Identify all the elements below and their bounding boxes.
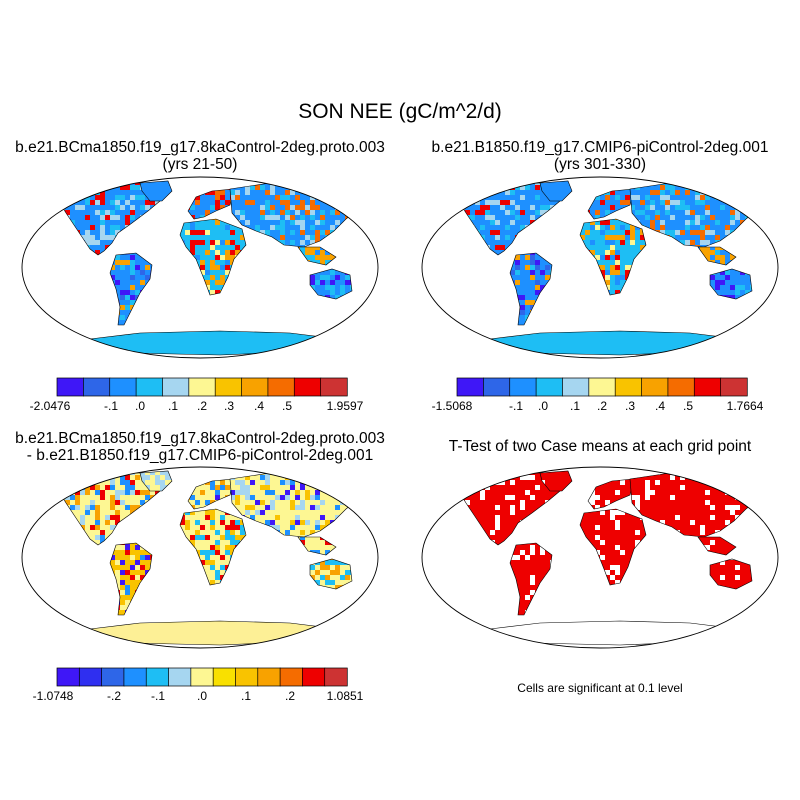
cbar3-tick-label: .2 [285,689,295,703]
cbar1-tick-label: .3 [224,399,234,413]
colorbar-swatch [302,668,325,686]
colorbar-swatch [510,378,537,396]
colorbar-swatch [268,378,295,396]
cbar3-tick-label: -.2 [107,689,121,703]
panel3-title-line2: - b.e21.B1850.f19_g17.CMIP6-piControl-2d… [0,447,400,464]
colorbar-panel2 [456,377,748,397]
colorbar-swatch [57,378,84,396]
cbar1-min-label: -2.0476 [30,399,71,413]
colorbar-swatch [483,378,510,396]
panel3-title-line1: b.e21.BCma1850.f19_g17.8kaControl-2deg.p… [0,430,400,447]
cbar3-max-label: 1.0851 [327,689,364,703]
cbar2-min-label: -1.5068 [432,399,473,413]
cbar1-tick-label: .1 [168,399,178,413]
colorbar-swatch [642,378,669,396]
colorbar-swatch [321,378,348,396]
colorbar-swatch [57,668,80,686]
panel1-title-line1: b.e21.BCma1850.f19_g17.8kaControl-2deg.p… [0,139,400,156]
cbar3-min-label: -1.0748 [33,689,74,703]
colorbar-swatch [169,668,192,686]
colorbar-swatch [136,378,163,396]
cbar2-tick-label: -.1 [509,399,523,413]
cbar2-tick-label: .3 [625,399,635,413]
colorbar-swatch [457,378,484,396]
colorbar-swatch [325,668,348,686]
colorbar-swatch [162,378,189,396]
map-panel2 [420,175,780,360]
cbar1-tick-label: .5 [282,399,292,413]
panel1-title-line2: (yrs 21-50) [0,156,400,173]
cbar1-tick-label: .0 [135,399,145,413]
panel2-title-line1: b.e21.B1850.f19_g17.CMIP6-piControl-2deg… [400,139,800,156]
cbar2-tick-label: .2 [597,399,607,413]
colorbar-swatch [79,668,102,686]
cbar2-max-label: 1.7664 [727,399,764,413]
colorbar-swatch [294,378,321,396]
colorbar-swatch [124,668,147,686]
significance-note: Cells are significant at 0.1 level [400,681,800,695]
colorbar-swatch [721,378,748,396]
map-panel3 [20,465,380,650]
colorbar-swatch [615,378,642,396]
colorbar-swatch [258,668,281,686]
cbar1-max-label: 1.9597 [327,399,364,413]
colorbar-swatch [589,378,616,396]
cbar3-tick-label: -.1 [151,689,165,703]
colorbar-swatch [562,378,589,396]
colorbar-swatch [146,668,169,686]
cbar2-tick-label: .1 [570,399,580,413]
colorbar-swatch [536,378,563,396]
colorbar-panel1 [56,377,348,397]
colorbar-swatch [242,378,269,396]
colorbar-swatch [215,378,242,396]
panel4-title: T-Test of two Case means at each grid po… [400,438,800,455]
cbar3-tick-label: .1 [241,689,251,703]
colorbar-swatch [235,668,258,686]
map-panel4 [420,465,780,650]
colorbar-swatch [189,378,216,396]
panel3-title: b.e21.BCma1850.f19_g17.8kaControl-2deg.p… [0,430,400,464]
colorbar-swatch [110,378,137,396]
colorbar-swatch [102,668,125,686]
colorbar-swatch [213,668,236,686]
colorbar-panel3 [56,667,348,687]
map-panel1 [20,175,380,360]
colorbar-swatch [694,378,721,396]
cbar1-tick-label: .4 [254,399,264,413]
cbar3-tick-label: .0 [197,689,207,703]
colorbar-swatch [668,378,695,396]
colorbar-swatch [191,668,214,686]
colorbar-swatch [83,378,110,396]
main-title: SON NEE (gC/m^2/d) [0,100,800,124]
cbar2-tick-label: .0 [538,399,548,413]
panel2-title-line2: (yrs 301-330) [400,156,800,173]
cbar2-tick-label: .4 [655,399,665,413]
cbar2-tick-label: .5 [683,399,693,413]
panel4-title-line1: T-Test of two Case means at each grid po… [400,438,800,455]
colorbar-swatch [280,668,303,686]
cbar1-tick-label: -.1 [104,399,118,413]
panel2-title: b.e21.B1850.f19_g17.CMIP6-piControl-2deg… [400,139,800,173]
cbar1-tick-label: .2 [197,399,207,413]
panel1-title: b.e21.BCma1850.f19_g17.8kaControl-2deg.p… [0,139,400,173]
